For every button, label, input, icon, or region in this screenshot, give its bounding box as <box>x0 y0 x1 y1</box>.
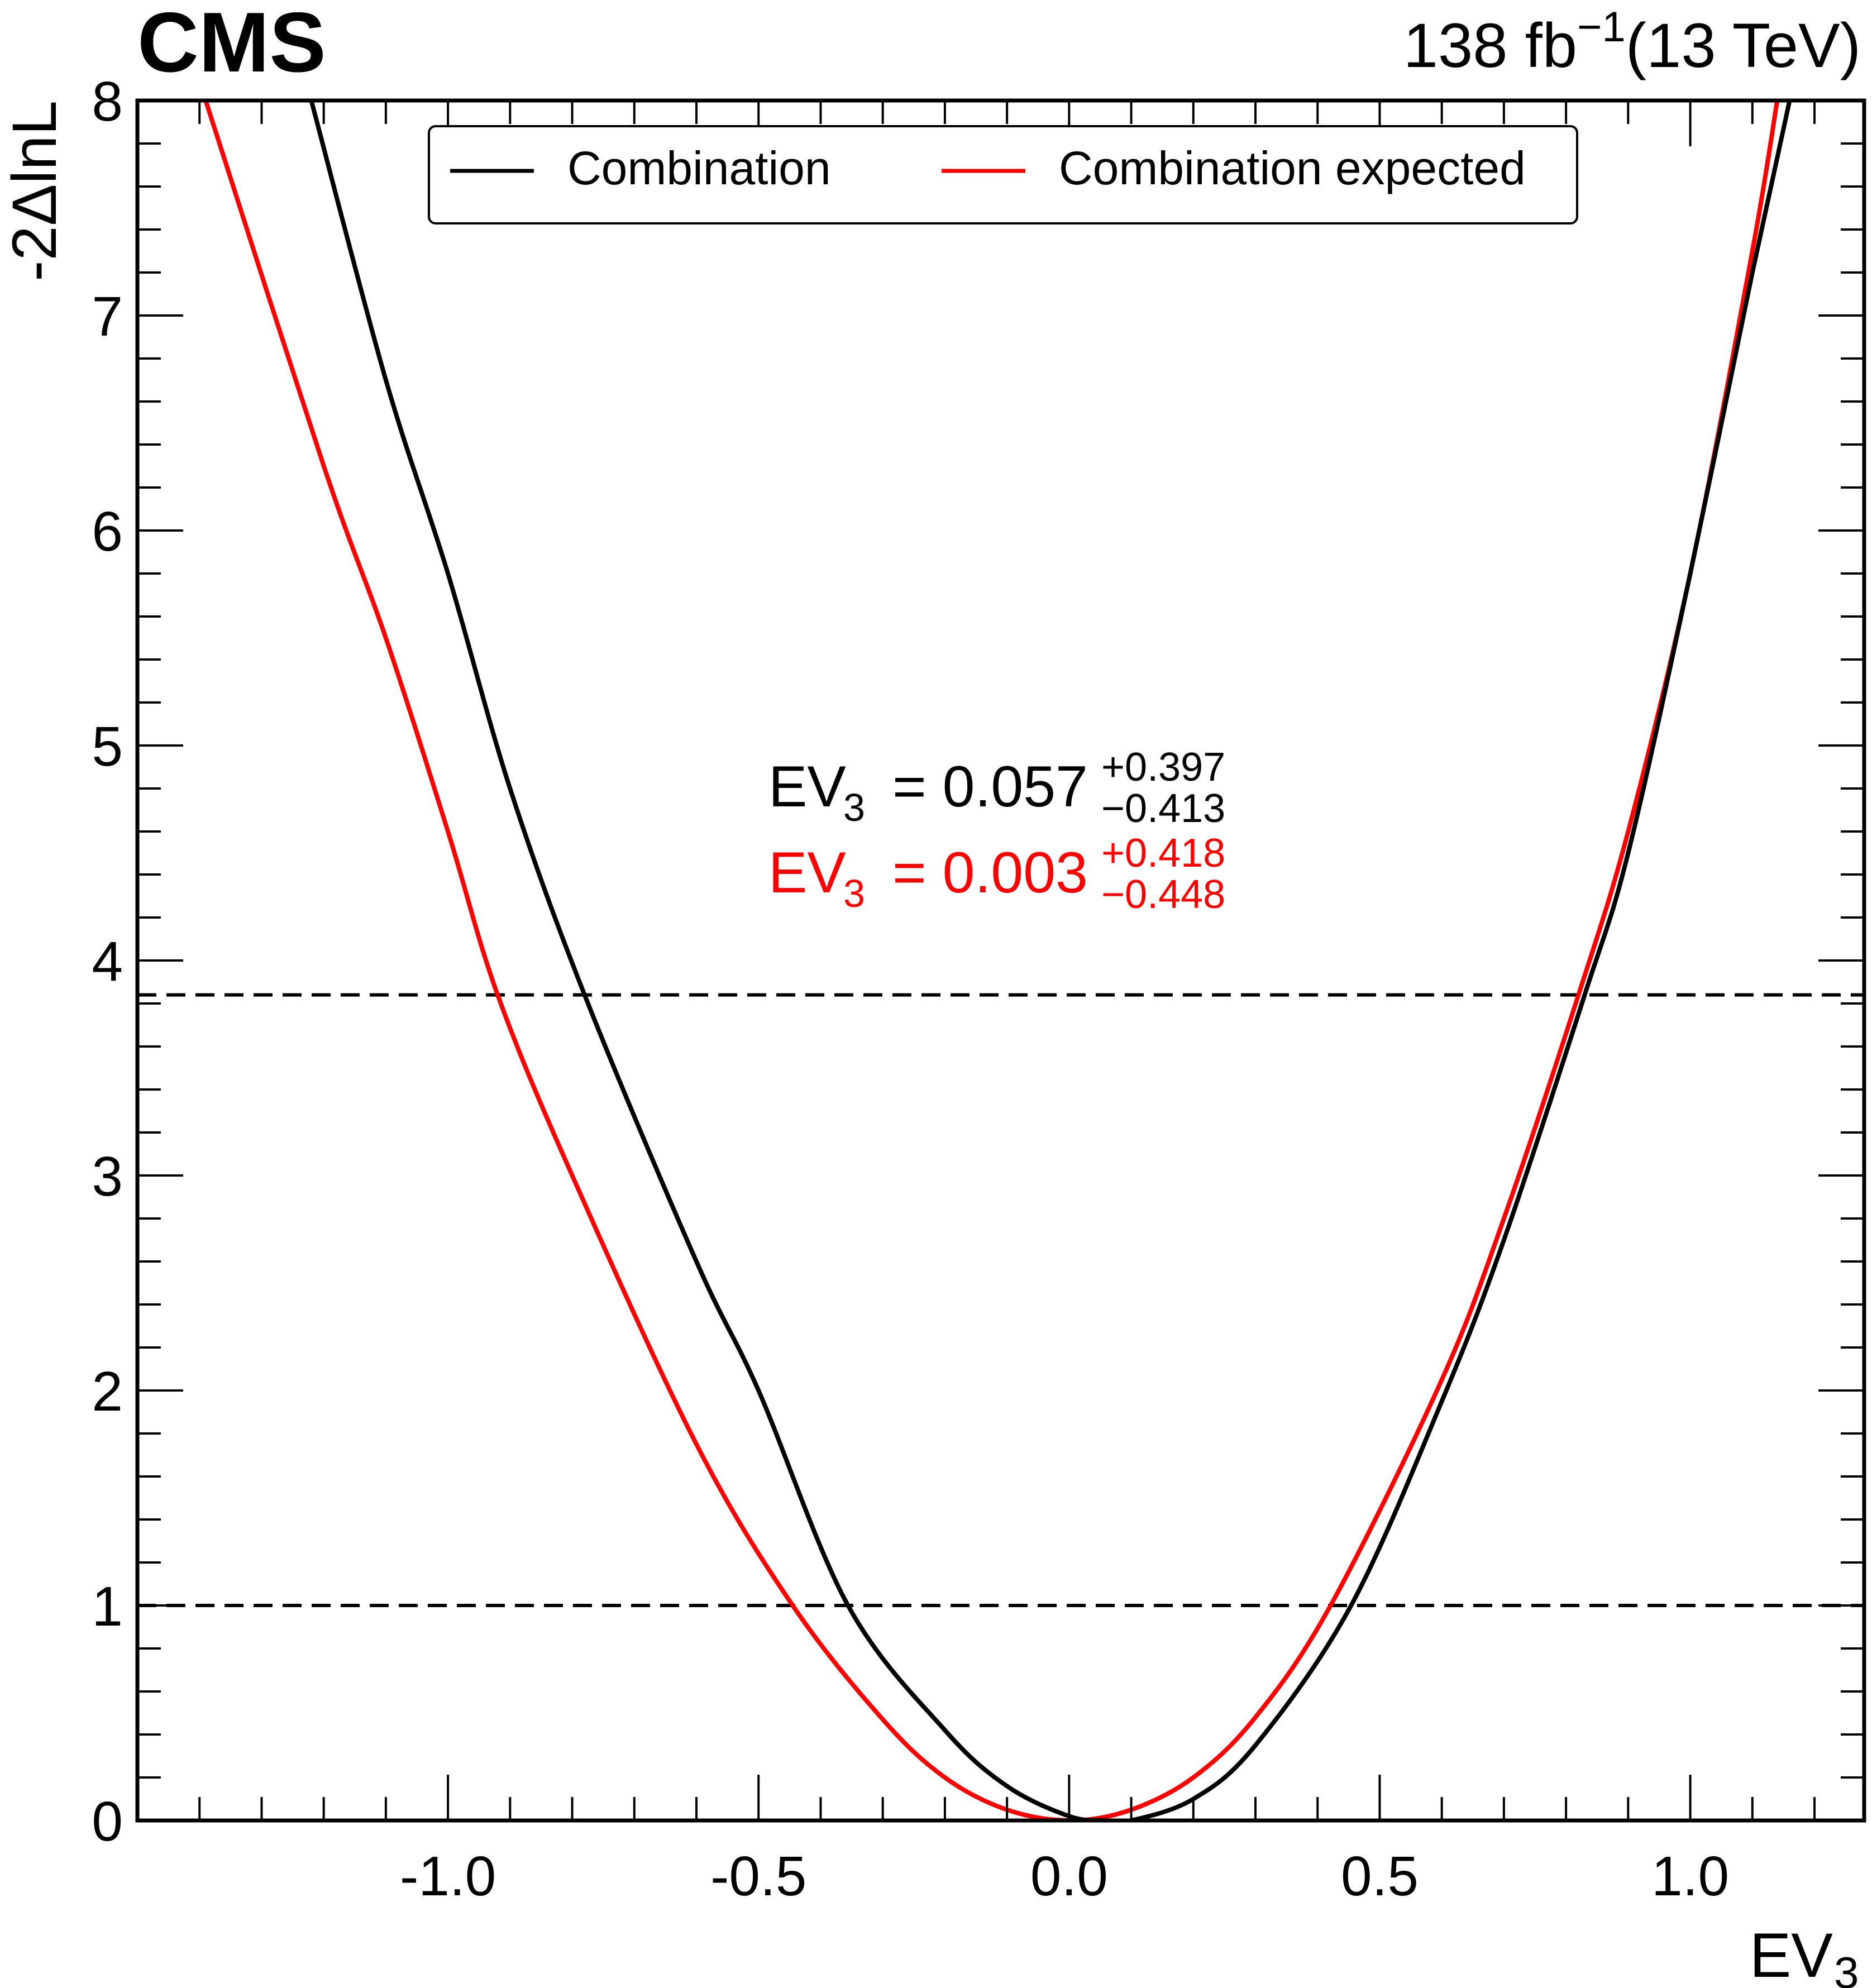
observed-lower-error: −0.413 <box>1101 786 1225 831</box>
x-axis-title-subscript: 3 <box>1834 1948 1859 1988</box>
luminosity-label: 138 fb−1(13 TeV) <box>1403 3 1861 80</box>
axis-ticks: -1.0 -0.5 0.0 0.5 1.0 0 1 2 3 4 5 6 7 8 <box>92 70 1864 1908</box>
experiment-label: CMS <box>137 0 326 90</box>
x-axis-title-main: EV <box>1750 1920 1833 1988</box>
expected-upper-error: +0.418 <box>1101 831 1225 876</box>
y-tick-label: 5 <box>92 715 123 778</box>
expected-symbol: EV <box>768 840 846 905</box>
y-tick-label: 1 <box>92 1575 123 1638</box>
expected-lower-error: −0.448 <box>1101 872 1225 917</box>
luminosity-exponent: −1 <box>1577 3 1626 51</box>
observed-central-value: = 0.057 <box>892 754 1088 819</box>
legend-combination-label: Combination <box>567 142 831 194</box>
plot-area <box>137 101 1864 1820</box>
legend: Combination Combination expected <box>428 125 1578 224</box>
observed-result: EV 3 = 0.057 +0.397 −0.413 <box>768 745 1225 831</box>
x-tick-label: 0.5 <box>1341 1845 1419 1908</box>
expected-subscript: 3 <box>843 872 865 915</box>
x-tick-label: -1.0 <box>400 1845 496 1908</box>
y-tick-label: 6 <box>92 500 123 563</box>
y-tick-label: 2 <box>92 1360 123 1423</box>
observed-subscript: 3 <box>843 786 865 829</box>
y-tick-label: 7 <box>92 285 123 348</box>
expected-central-value: = 0.003 <box>892 840 1088 905</box>
y-tick-label: 8 <box>92 70 123 133</box>
series-line-0 <box>309 101 1792 1820</box>
energy-label: (13 TeV) <box>1626 11 1861 80</box>
y-tick-label: 4 <box>92 930 123 993</box>
luminosity-value: 138 fb <box>1403 11 1577 80</box>
legend-box <box>428 125 1578 224</box>
x-axis-title: EV <box>1750 1920 1833 1988</box>
x-tick-label: 1.0 <box>1651 1845 1729 1908</box>
legend-expected-label: Combination expected <box>1059 142 1526 194</box>
expected-result: EV 3 = 0.003 +0.418 −0.448 <box>768 831 1225 917</box>
y-tick-label: 0 <box>92 1790 123 1853</box>
observed-symbol: EV <box>768 754 846 819</box>
x-tick-label: 0.0 <box>1030 1845 1108 1908</box>
observed-upper-error: +0.397 <box>1101 745 1225 790</box>
y-axis-title: -2ΔlnL <box>0 101 69 281</box>
series-line-1 <box>203 101 1780 1820</box>
x-tick-label: -0.5 <box>710 1845 806 1908</box>
y-tick-label: 3 <box>92 1145 123 1208</box>
plot-frame <box>135 98 1866 1823</box>
